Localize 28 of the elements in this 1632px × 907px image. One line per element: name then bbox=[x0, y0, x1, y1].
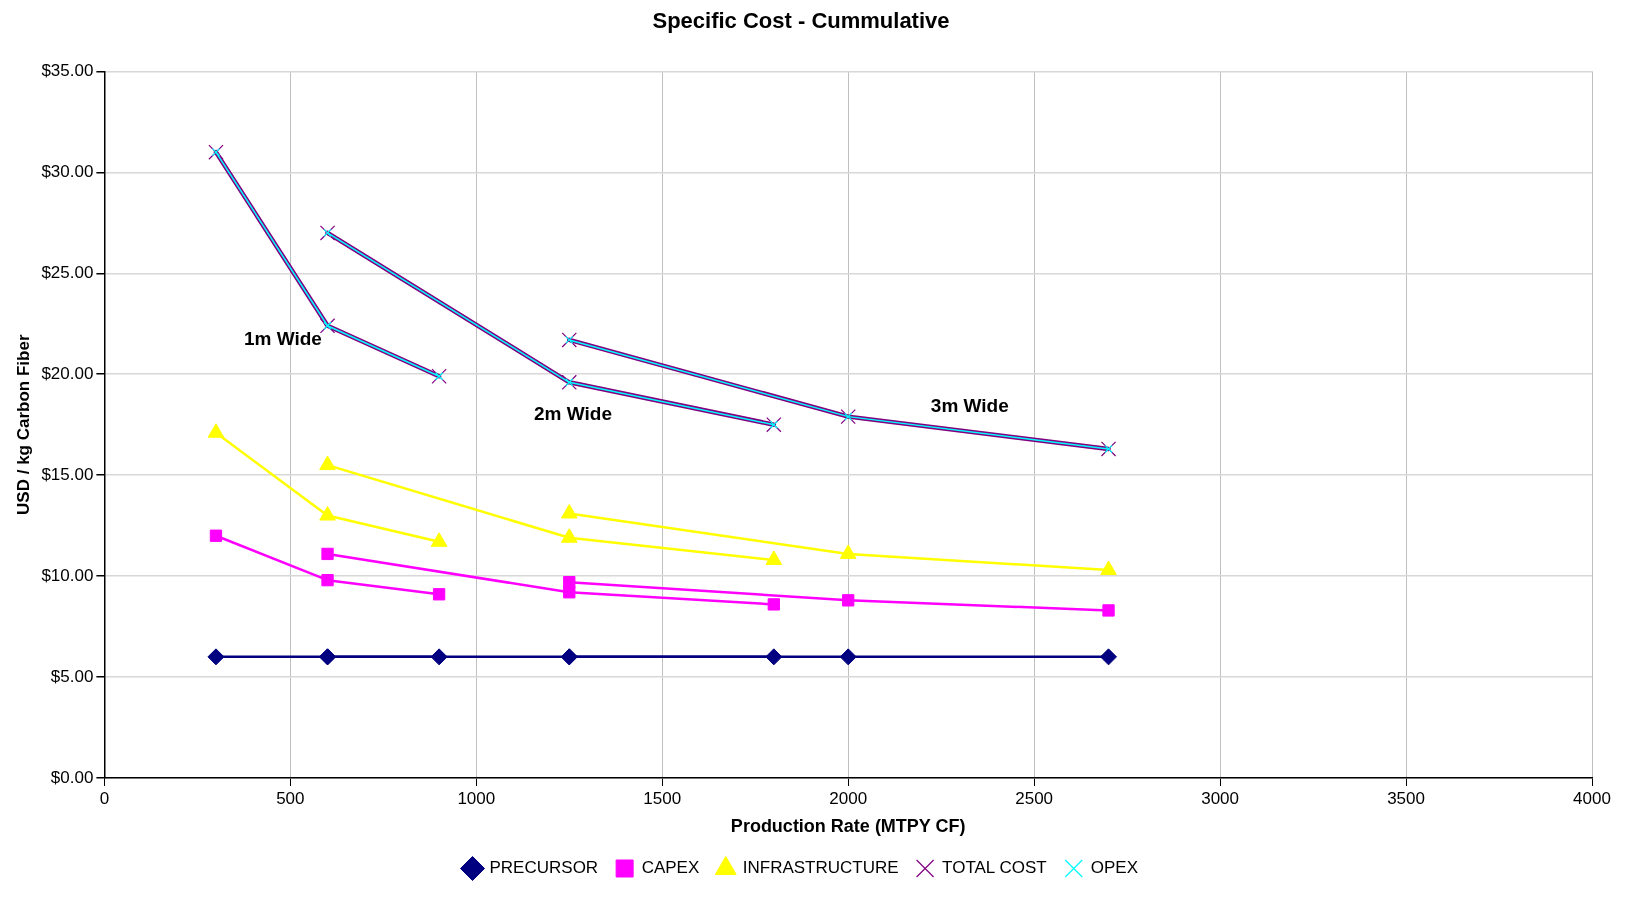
y-tick-label: $25.00 bbox=[41, 262, 94, 282]
x-tick-label: 4000 bbox=[1573, 788, 1611, 808]
y-tick-label: $15.00 bbox=[41, 464, 94, 484]
legend-label: INFRASTRUCTURE bbox=[742, 858, 899, 878]
y-tick-label: $0.00 bbox=[50, 767, 94, 787]
x-tick-label: 1500 bbox=[643, 788, 682, 808]
annotation: 1m Wide bbox=[243, 328, 322, 350]
y-tick-label: $20.00 bbox=[41, 363, 94, 383]
legend-label: CAPEX bbox=[641, 858, 700, 878]
x-tick-label: 3000 bbox=[1201, 788, 1240, 808]
x-tick-label: 2000 bbox=[829, 788, 868, 808]
legend-label: OPEX bbox=[1090, 858, 1138, 878]
y-tick-label: $30.00 bbox=[41, 162, 94, 182]
y-tick-label: $35.00 bbox=[41, 61, 94, 81]
x-tick-label: 500 bbox=[276, 788, 305, 808]
annotation: 3m Wide bbox=[930, 394, 1009, 416]
legend-label: PRECURSOR bbox=[489, 858, 599, 878]
chart-title: Specific Cost - Cummulative bbox=[652, 8, 950, 34]
y-tick-label: $10.00 bbox=[41, 565, 94, 585]
y-tick-label: $5.00 bbox=[50, 666, 94, 686]
x-tick-label: 0 bbox=[99, 788, 110, 808]
x-tick-label: 3500 bbox=[1387, 788, 1425, 808]
annotation: 2m Wide bbox=[534, 402, 612, 424]
y-axis-title: USD / kg Carbon Fiber bbox=[13, 334, 33, 515]
x-tick-label: 2500 bbox=[1015, 788, 1054, 808]
legend-label: TOTAL COST bbox=[942, 858, 1047, 878]
x-tick-label: 1000 bbox=[457, 788, 496, 808]
x-axis-title: Production Rate (MTPY CF) bbox=[730, 816, 966, 837]
